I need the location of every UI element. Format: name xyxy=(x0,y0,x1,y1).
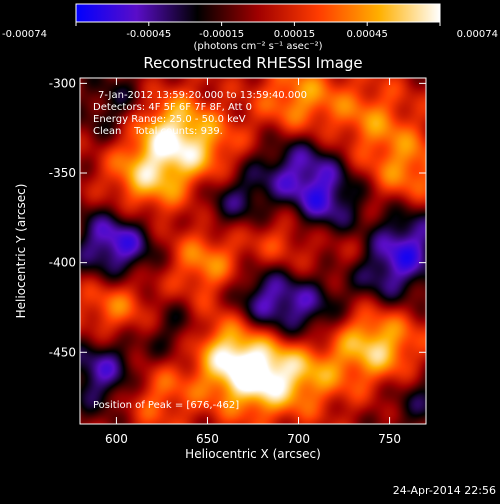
annotation-peak: Position of Peak = [676,-462] xyxy=(93,400,239,411)
colorbar: -0.00074 -0.00045 -0.00015 0.00015 0.00045 0.… xyxy=(2,3,498,52)
plot-frame xyxy=(79,77,427,425)
colorbar-tick-label: 0.00045 xyxy=(347,29,388,40)
x-tick-label: 600 xyxy=(105,432,128,446)
y-tick-label: -300 xyxy=(49,76,76,90)
colorbar-tick-label: -0.00015 xyxy=(199,29,244,40)
x-axis-ticks: 600 650 700 750 xyxy=(105,78,401,446)
annotations: 7-Jan-2012 13:59:20.000 to 13:59:40.000 … xyxy=(93,90,307,411)
annotation-clean: Clean Total counts: 939. xyxy=(93,126,223,137)
annotation-time: 7-Jan-2012 13:59:20.000 to 13:59:40.000 xyxy=(98,90,307,101)
y-tick-label: -450 xyxy=(49,345,76,359)
x-tick-label: 700 xyxy=(287,432,310,446)
colorbar-ticks: -0.00074 -0.00045 -0.00015 0.00015 0.00045 0.… xyxy=(2,22,498,40)
colorbar-tick-label: -0.00074 xyxy=(2,29,47,40)
x-tick-label: 650 xyxy=(196,432,219,446)
chart-title: Reconstructed RHESSI Image xyxy=(143,54,362,72)
x-tick-label: 750 xyxy=(378,432,401,446)
colorbar-tick-label: 0.00074 xyxy=(457,29,498,40)
timestamp: 24-Apr-2014 22:56 xyxy=(392,484,496,497)
annotation-detectors: Detectors: 4F 5F 6F 7F 8F, Att 0 xyxy=(93,102,252,113)
y-axis-ticks: -450 -400 -350 -300 xyxy=(49,76,426,359)
colorbar-label: (photons cm⁻² s⁻¹ asec⁻²) xyxy=(193,41,322,52)
y-axis-label: Heliocentric Y (arcsec) xyxy=(14,184,28,319)
annotation-energy: Energy Range: 25.0 - 50.0 keV xyxy=(93,114,246,125)
heatmap-canvas xyxy=(80,78,426,424)
y-tick-label: -400 xyxy=(49,256,76,270)
y-tick-label: -350 xyxy=(49,166,76,180)
colorbar-tick-label: -0.00045 xyxy=(126,29,171,40)
heatmap-image xyxy=(80,78,426,424)
colorbar-tick-label: 0.00015 xyxy=(274,29,315,40)
x-axis-label: Heliocentric X (arcsec) xyxy=(185,447,321,461)
colorbar-strip xyxy=(75,3,441,23)
